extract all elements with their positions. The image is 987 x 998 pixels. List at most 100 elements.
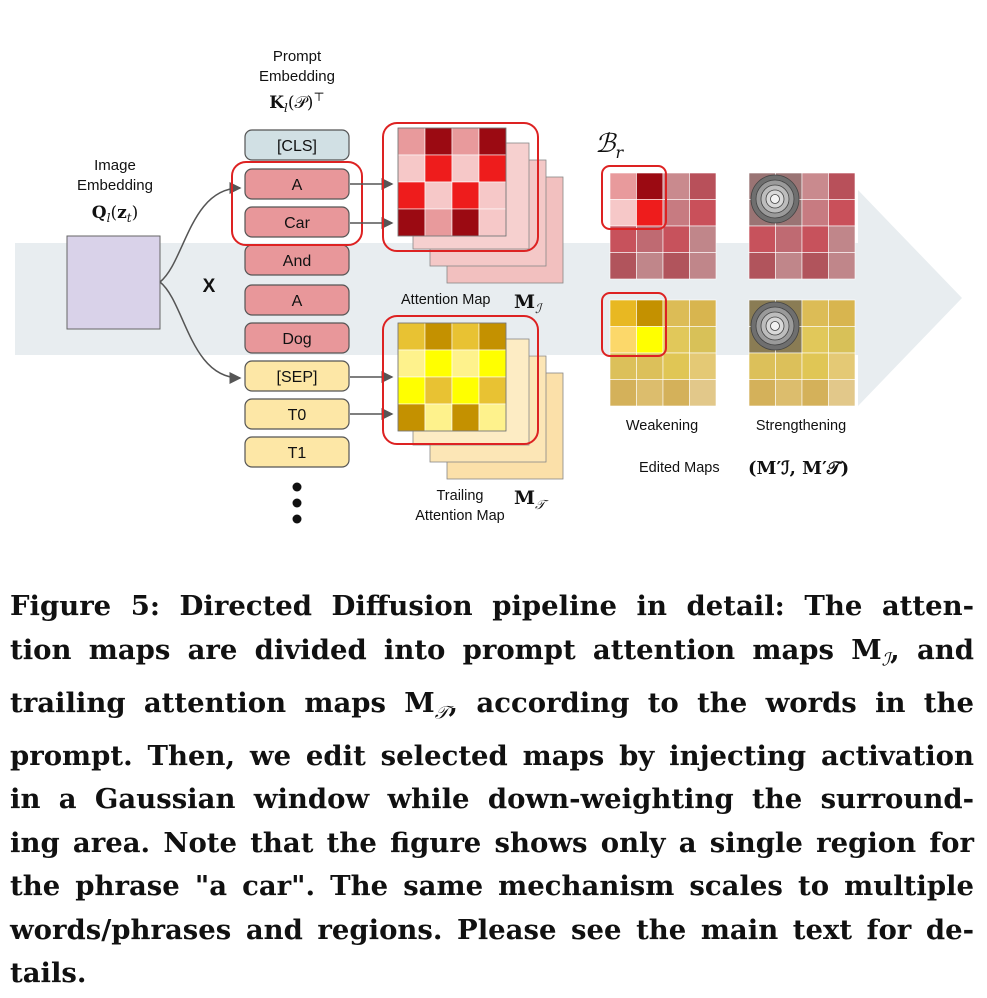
token-label: A	[292, 177, 303, 194]
prompt-embedding-title-line2: Embedding	[259, 68, 335, 85]
caption-line: trailing attention maps M𝒯, according to…	[10, 682, 974, 735]
map-cell	[775, 379, 803, 407]
map-cell	[478, 208, 507, 237]
map-cell	[689, 299, 717, 327]
map-cell	[801, 225, 829, 253]
attention-map-front	[397, 127, 507, 237]
map-cell	[478, 403, 507, 432]
token-label: [CLS]	[277, 138, 317, 155]
map-cell	[609, 352, 637, 380]
caption-line: the phrase "a car". The same mechanism s…	[10, 870, 974, 902]
map-cell	[689, 199, 717, 227]
map-cell	[397, 349, 426, 378]
token-box	[244, 284, 350, 316]
selected-tokens-highlight	[231, 161, 363, 246]
map-cell	[828, 326, 856, 354]
token-label: A	[292, 293, 303, 310]
map-cell	[748, 252, 776, 280]
map-cell	[828, 225, 856, 253]
attention-map-stack	[397, 127, 564, 284]
map-cell	[662, 225, 690, 253]
caption-line: ing area. Note that the figure shows onl…	[10, 826, 974, 859]
trailing-map-label-line2: Attention Map	[415, 508, 504, 524]
token-box	[244, 398, 350, 430]
map-cell	[828, 299, 856, 327]
caption-line-text: tion maps are divided into prompt attent…	[10, 633, 882, 666]
edited-maps-label: Edited Maps	[639, 460, 720, 476]
map-cell	[424, 127, 453, 156]
map-cell	[662, 172, 690, 200]
map-cell	[636, 299, 664, 327]
caption-math-sub: 𝒯	[434, 702, 449, 723]
image-embedding-title-line1: Image	[94, 157, 136, 174]
map-cell	[397, 208, 426, 237]
image-embedding-box	[66, 235, 161, 330]
caption-line: tion maps are divided into prompt attent…	[10, 629, 974, 682]
map-cell	[478, 349, 507, 378]
prompt-embedding-symbol: Kl(𝒫)⊤	[269, 90, 324, 115]
map-cell	[424, 403, 453, 432]
map-cell	[451, 376, 480, 405]
edited-maps-symbol: (M′ℐ, M′𝒯)	[748, 458, 849, 479]
map-cell	[451, 181, 480, 210]
ellipsis-dot	[292, 482, 302, 492]
pipeline-diagram: Image Embedding Ql(zt) X Prompt Embeddin…	[15, 48, 962, 524]
caption-math-sub: ℐ	[881, 649, 891, 670]
map-cell	[689, 172, 717, 200]
strengthening-label: Strengthening	[756, 418, 846, 434]
gaussian-window-icon	[750, 174, 800, 224]
map-cell	[636, 379, 664, 407]
attention-map-label: Attention Map	[401, 292, 490, 308]
map-cell	[424, 322, 453, 351]
caption-line-tail: , according to the words in the	[448, 686, 975, 719]
curve-to-trailing-tokens	[159, 281, 242, 384]
map-cell	[609, 299, 637, 327]
map-cell	[397, 322, 426, 351]
map-cell	[801, 172, 829, 200]
map-cell	[775, 252, 803, 280]
map-cell	[775, 352, 803, 380]
token-label: Dog	[282, 331, 311, 348]
map-cell	[451, 403, 480, 432]
map-cell	[424, 181, 453, 210]
map-cell	[609, 252, 637, 280]
map-cell	[689, 252, 717, 280]
prompt-embedding-title-line1: Prompt	[273, 48, 322, 65]
map-cell	[636, 252, 664, 280]
map-cell	[748, 225, 776, 253]
token-label: T1	[288, 445, 307, 462]
map-cell	[748, 352, 776, 380]
map-cell	[636, 172, 664, 200]
map-cell	[478, 376, 507, 405]
map-cell	[748, 379, 776, 407]
map-cell	[478, 322, 507, 351]
caption-line: Figure 5: Directed Diffusion pipeline in…	[10, 590, 974, 622]
caption-line-tail: , and	[890, 633, 974, 666]
token-label: Car	[284, 215, 310, 232]
map-cell	[801, 352, 829, 380]
map-cell	[828, 352, 856, 380]
map-cell	[609, 379, 637, 407]
map-cell	[828, 379, 856, 407]
map-cell	[451, 349, 480, 378]
map-cell	[801, 299, 829, 327]
attention-map-highlight	[382, 122, 539, 252]
map-cell	[662, 352, 690, 380]
token-label: And	[283, 253, 311, 270]
map-cell	[828, 172, 856, 200]
map-cell	[801, 252, 829, 280]
map-cell	[424, 154, 453, 183]
map-cell	[397, 181, 426, 210]
map-cell	[424, 349, 453, 378]
map-cell	[689, 225, 717, 253]
map-cell	[662, 326, 690, 354]
map-cell	[397, 403, 426, 432]
map-cell	[636, 199, 664, 227]
caption-line: words/phrases and regions. Please see th…	[10, 913, 974, 946]
caption-line: in a Gaussian window while down-weightin…	[10, 783, 974, 815]
ellipsis-dot	[292, 498, 302, 508]
figure-caption: Figure 5: Directed Diffusion pipeline in…	[10, 585, 974, 996]
map-cell	[451, 154, 480, 183]
attention-map-symbol: Mℐ	[514, 291, 543, 317]
image-embedding-title-line2: Embedding	[77, 177, 153, 194]
